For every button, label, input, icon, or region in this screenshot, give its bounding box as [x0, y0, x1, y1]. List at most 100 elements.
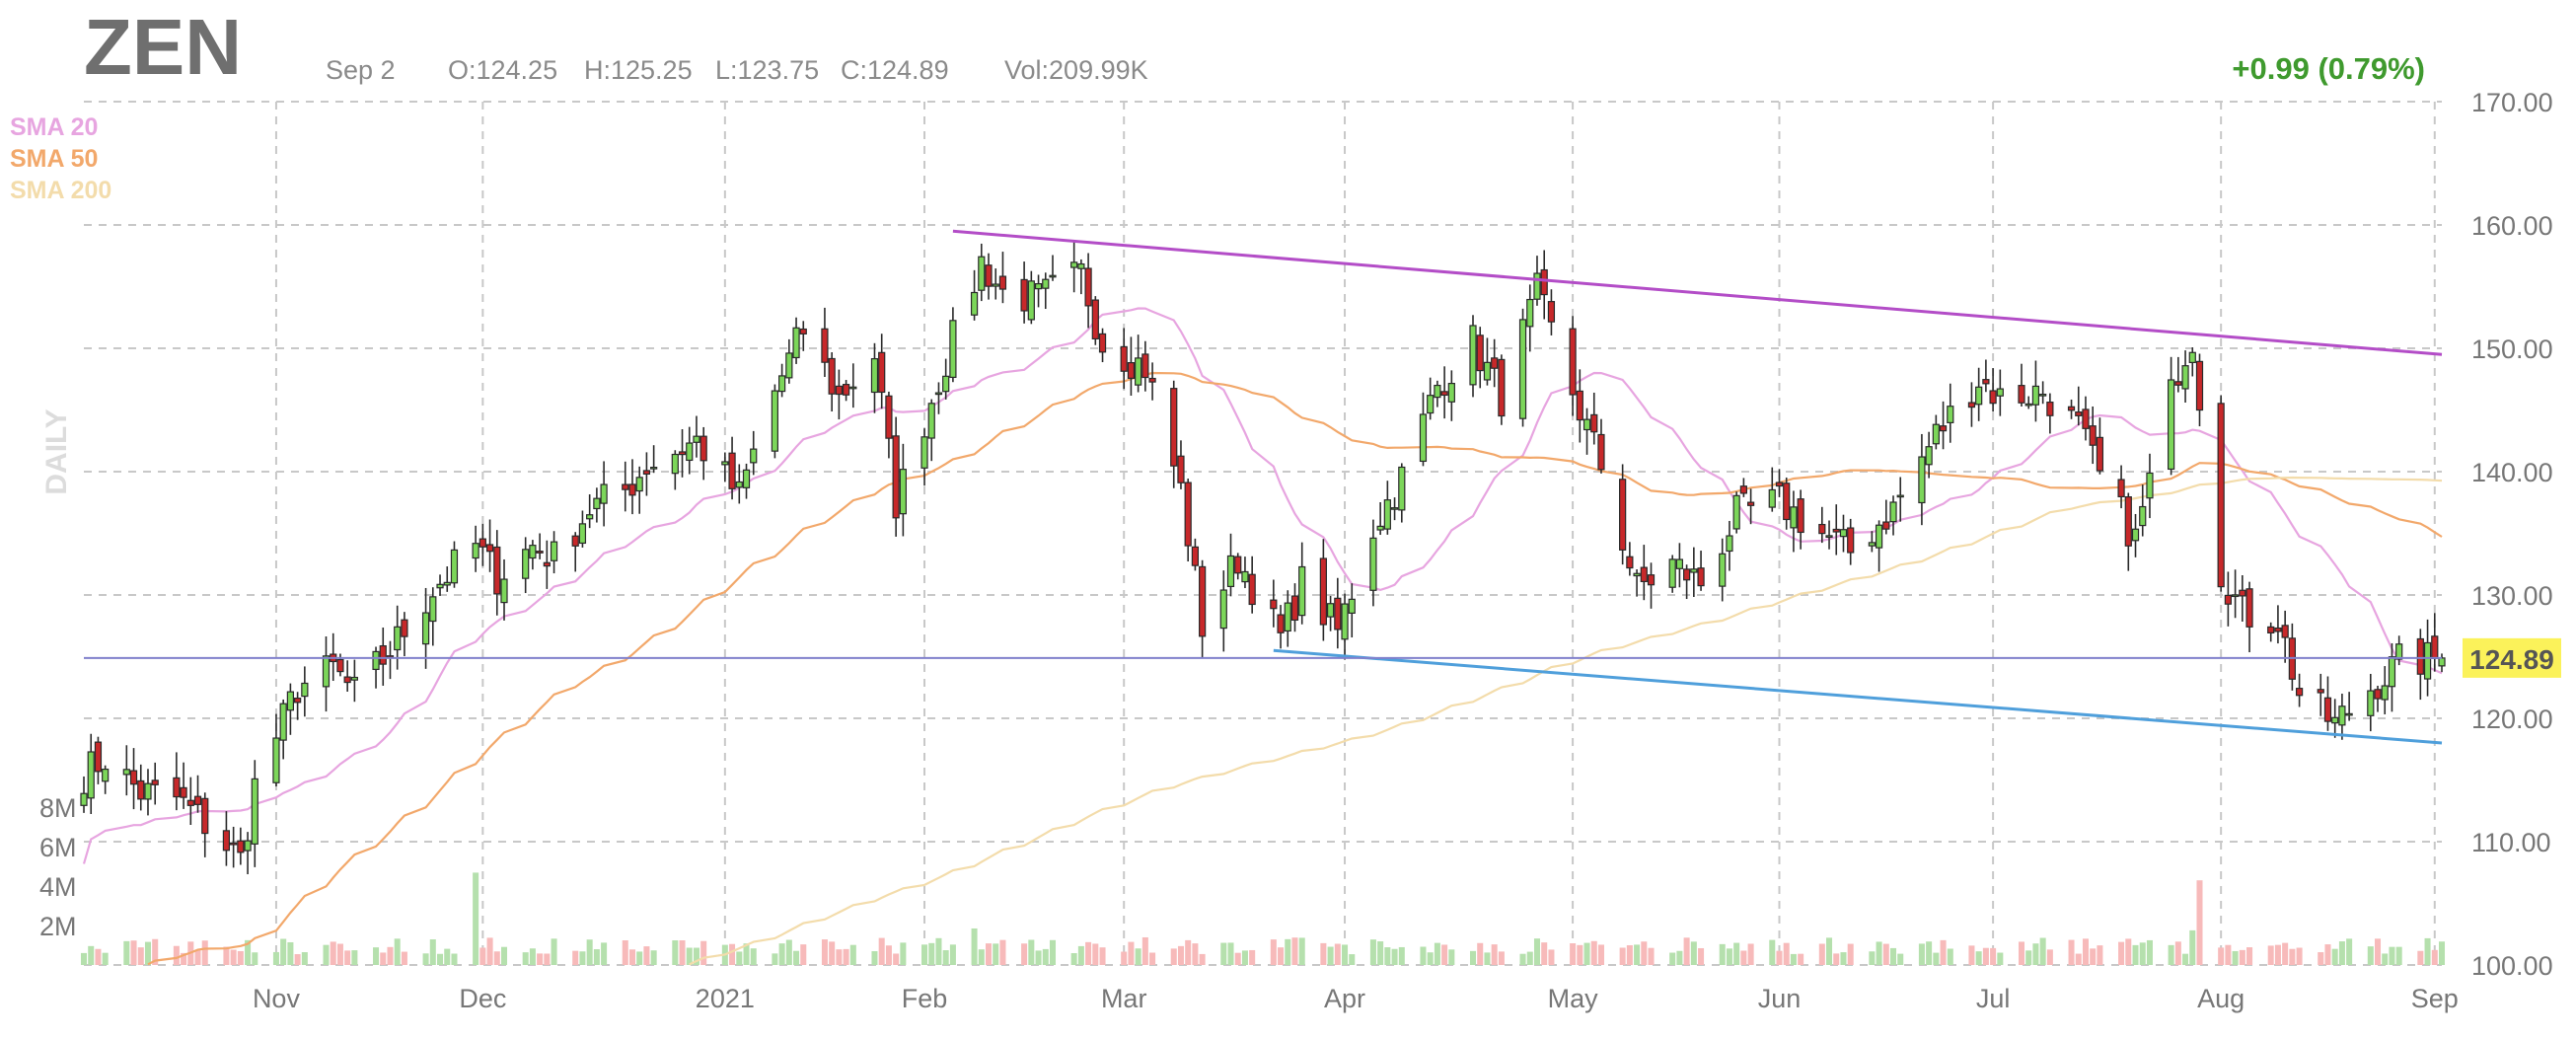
candle [436, 574, 444, 596]
candle [2224, 571, 2232, 627]
candle [1290, 583, 1299, 632]
candle [878, 334, 886, 409]
volume-bar [1634, 944, 1641, 965]
volume-bar [2174, 941, 2181, 965]
volume-bar [1092, 943, 1099, 965]
candle [1483, 337, 1492, 386]
volume-bar [252, 952, 258, 965]
candle [2067, 399, 2076, 419]
volume-bar [1669, 952, 1676, 965]
candle [2039, 381, 2047, 405]
candle [799, 321, 807, 351]
volume-bar [380, 952, 387, 965]
volume-bar [294, 953, 301, 965]
candle [1277, 605, 1285, 649]
volume-bar [978, 949, 985, 965]
candle [2124, 492, 2132, 571]
volume-bar [572, 950, 579, 965]
candle [151, 762, 159, 805]
volume-bar [1334, 943, 1341, 965]
legend-sma-20: SMA 20 [10, 113, 98, 141]
volume-bar [601, 942, 608, 965]
candle [272, 713, 280, 787]
volume-bar [971, 928, 978, 965]
candle [1818, 506, 1826, 544]
candle [628, 459, 636, 515]
volume-bar [1291, 937, 1298, 965]
candle [1419, 392, 1428, 467]
candle [2317, 673, 2324, 716]
volume-bar [473, 872, 479, 965]
volume-bar [836, 949, 843, 965]
candle [2338, 694, 2346, 740]
volume-bar [1740, 950, 1747, 965]
x-tick-label: Jun [1758, 984, 1802, 1013]
volume-bar [102, 952, 109, 965]
candle [1049, 255, 1057, 281]
volume-bar [2438, 941, 2446, 965]
candle [1540, 250, 1548, 320]
candle [571, 532, 579, 572]
candle [2031, 360, 2040, 422]
candle [201, 792, 209, 857]
sma-50-line [147, 371, 2443, 966]
candle [1284, 590, 1291, 647]
volume-bar [1021, 943, 1028, 965]
volume-bar [394, 938, 401, 965]
candle [1668, 555, 1676, 593]
candle [1882, 499, 1890, 535]
volume-bar [1833, 953, 1840, 965]
candle [1797, 489, 1804, 550]
candle [1498, 354, 1506, 425]
candle [522, 537, 530, 594]
candle [529, 540, 537, 570]
candle [1042, 272, 1050, 310]
candle [94, 736, 103, 784]
candle [1170, 380, 1178, 488]
support-trend-line [1273, 648, 2443, 745]
candle [1697, 551, 1705, 591]
candle [1234, 553, 1242, 580]
candle [1226, 533, 1235, 597]
candle [1640, 545, 1648, 601]
volume-bar [693, 947, 699, 965]
volume-bar [1869, 951, 1876, 965]
volume-bar [344, 950, 351, 965]
candle [1398, 463, 1406, 523]
volume-bar [1690, 941, 1697, 965]
volume-bar [529, 948, 536, 965]
candle [1127, 336, 1136, 397]
candle [1569, 316, 1577, 416]
candle [1326, 595, 1335, 631]
candle [1918, 433, 1926, 526]
candle [2117, 465, 2125, 509]
candle [1199, 559, 1207, 659]
volume-bar [2389, 946, 2395, 965]
volume-bar [1698, 947, 1705, 965]
candle [379, 627, 387, 686]
header-high: H:125.25 [584, 55, 693, 85]
volume-bar [1128, 941, 1135, 965]
volume-bar [500, 946, 508, 965]
volume-bar [173, 945, 180, 965]
volume-bar [2090, 948, 2097, 965]
candle [1334, 577, 1342, 649]
candle [1184, 479, 1192, 562]
candle [1875, 520, 1883, 572]
candle [122, 745, 130, 796]
volume-bar [144, 941, 151, 965]
volume-bar [1648, 947, 1655, 965]
volume-bar [2139, 942, 2146, 965]
candle [1084, 253, 1092, 329]
volume-tick-label: 6M [39, 833, 77, 862]
header-low: L:123.75 [715, 55, 819, 85]
volume-bar [444, 948, 451, 965]
candle [622, 461, 629, 512]
volume-bar [750, 948, 757, 965]
volume-bar [437, 953, 444, 965]
candle [934, 382, 943, 414]
volume-bar [1349, 954, 1356, 965]
volume-bar [1070, 953, 1077, 965]
candle [1177, 440, 1185, 489]
candle [992, 268, 999, 300]
